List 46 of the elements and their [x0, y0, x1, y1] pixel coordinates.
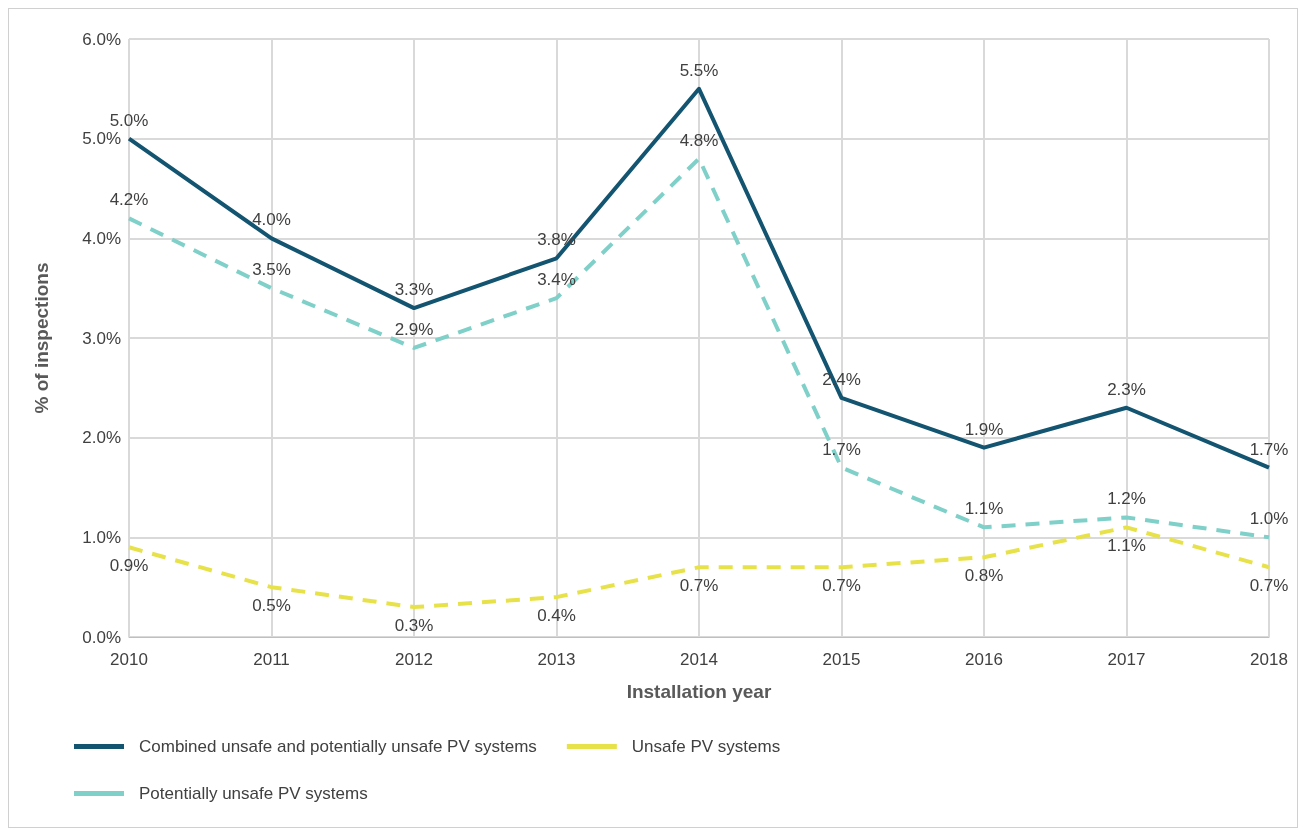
data-label: 0.8%: [964, 566, 1004, 586]
x-tick-label: 2011: [253, 650, 290, 669]
y-tick-label: 4.0%: [82, 228, 121, 248]
y-tick-label: 0.0%: [82, 627, 121, 647]
data-label: 4.0%: [252, 210, 291, 230]
data-label: 4.2%: [109, 190, 149, 210]
x-tick-label: 2012: [395, 650, 433, 669]
data-label: 1.9%: [964, 419, 1004, 439]
data-label: 0.7%: [1249, 576, 1289, 596]
data-label: 0.4%: [537, 606, 576, 626]
y-tick-label: 5.0%: [82, 129, 121, 149]
y-tick-label: 2.0%: [82, 428, 121, 448]
data-label: 3.3%: [394, 280, 434, 300]
data-label: 0.9%: [109, 556, 149, 576]
legend-label: Potentially unsafe PV systems: [139, 784, 368, 803]
x-tick-label: 2018: [1250, 650, 1288, 669]
data-label: 1.7%: [1249, 439, 1289, 459]
x-tick-label: 2010: [110, 650, 148, 669]
y-tick-label: 3.0%: [82, 328, 121, 348]
x-tick-label: 2015: [822, 650, 861, 669]
data-label: 1.2%: [1107, 489, 1146, 509]
data-label: 1.1%: [1107, 536, 1146, 556]
data-label: 0.7%: [679, 576, 719, 596]
data-label: 3.5%: [252, 260, 291, 280]
data-label: 5.5%: [679, 60, 719, 80]
x-tick-label: 2016: [965, 650, 1003, 669]
y-tick-label: 1.0%: [82, 527, 121, 547]
x-tick-label: 2017: [1107, 650, 1146, 669]
data-label: 0.7%: [822, 576, 861, 596]
data-label: 1.0%: [1249, 509, 1289, 529]
x-axis-title: Installation year: [626, 681, 772, 702]
data-label: 3.4%: [537, 270, 576, 290]
data-label: 4.8%: [679, 130, 719, 150]
y-tick-label: 6.0%: [82, 29, 121, 49]
data-label: 0.3%: [394, 616, 434, 636]
data-label: 1.1%: [964, 499, 1004, 519]
legend-label: Combined unsafe and potentially unsafe PV systems: [139, 737, 537, 756]
data-label: 2.3%: [1107, 379, 1146, 399]
data-label: 1.7%: [822, 439, 861, 459]
legend-label: Unsafe PV systems: [631, 737, 781, 756]
data-label: 2.9%: [394, 319, 434, 339]
data-label: 5.0%: [109, 110, 149, 130]
y-axis-title: % of inspections: [31, 262, 52, 414]
x-tick-label: 2013: [537, 650, 576, 669]
data-label: 0.5%: [252, 596, 291, 616]
x-tick-label: 2014: [680, 650, 718, 669]
